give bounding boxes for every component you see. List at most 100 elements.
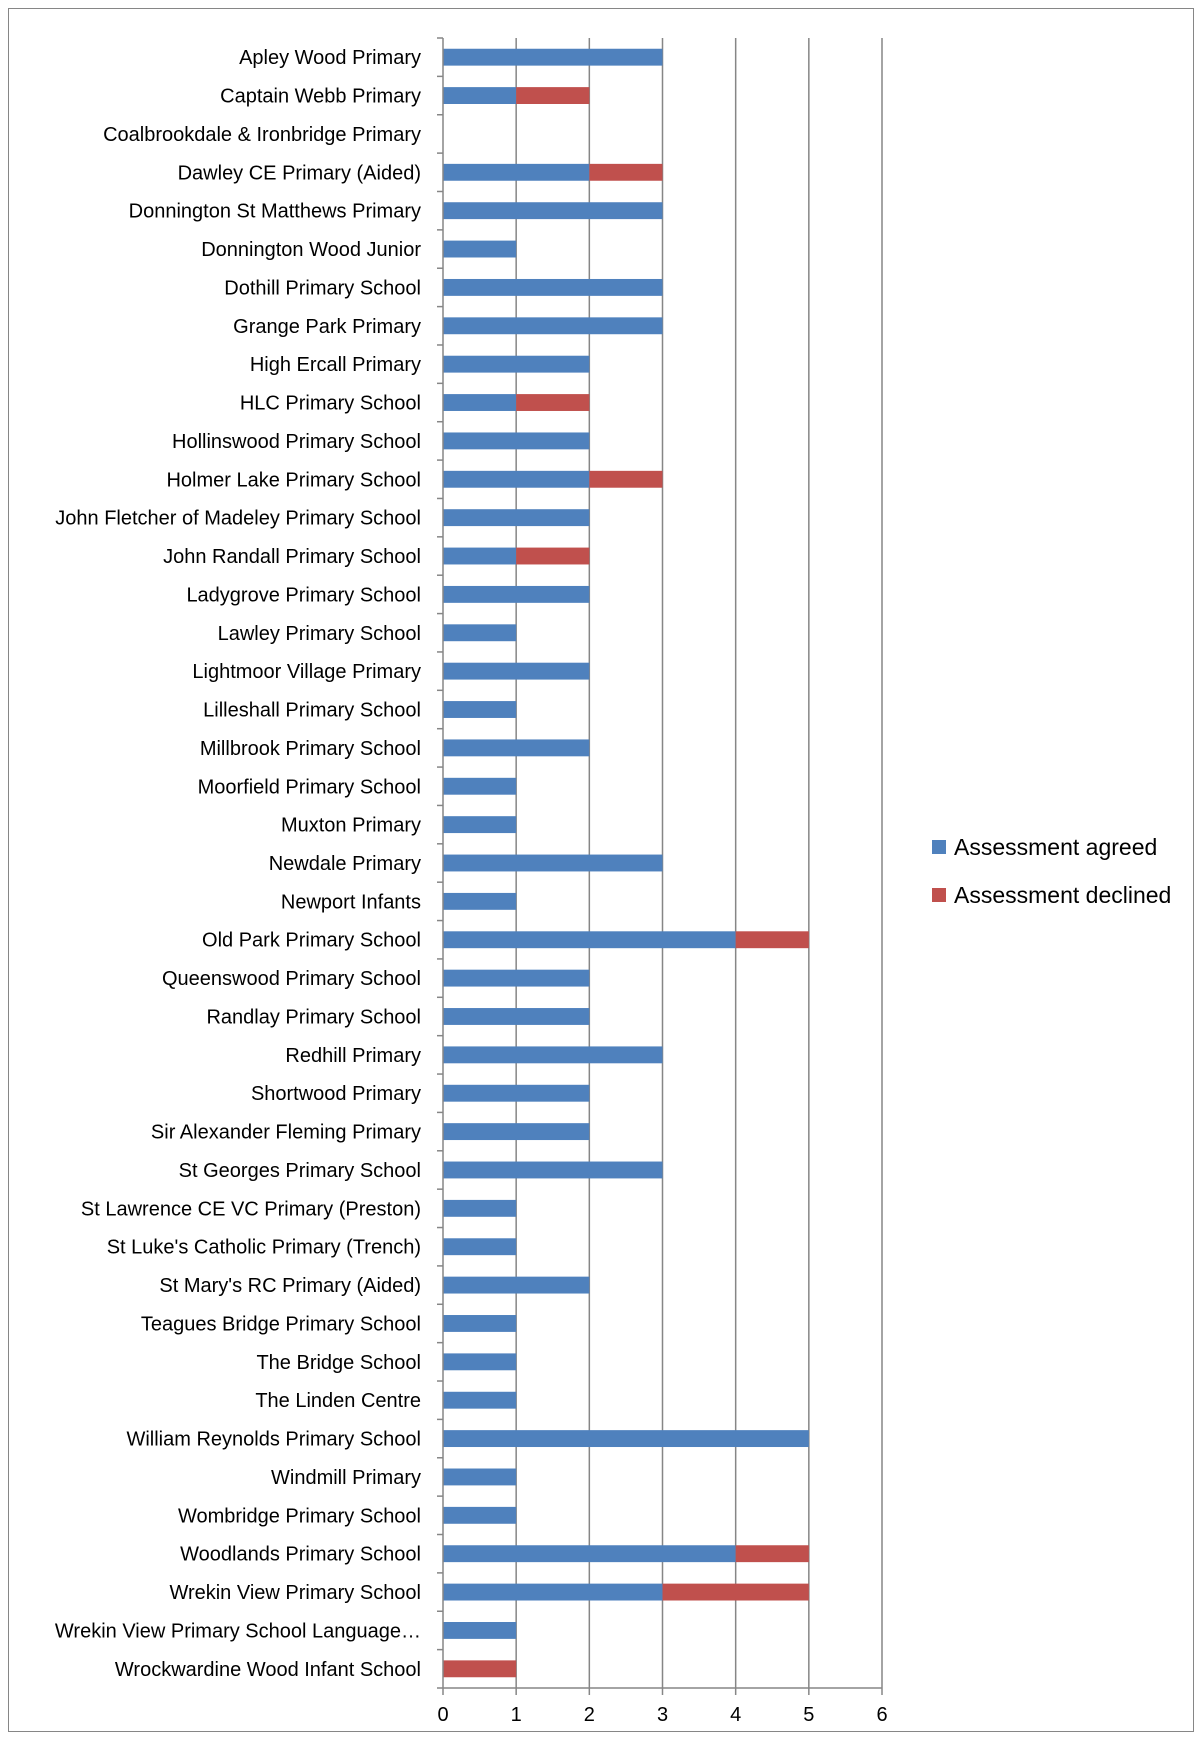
category-label: Newdale Primary bbox=[269, 853, 421, 875]
bar-agreed-37 bbox=[443, 1468, 517, 1486]
bar-agreed-34 bbox=[443, 1353, 517, 1371]
axes bbox=[437, 37, 883, 1695]
bar-agreed-11 bbox=[443, 470, 590, 488]
bar-agreed-32 bbox=[443, 1276, 590, 1294]
x-tick-label: 4 bbox=[730, 1704, 741, 1726]
bar-agreed-41 bbox=[443, 1622, 517, 1639]
category-label: Randlay Primary School bbox=[206, 1006, 421, 1028]
category-label: The Linden Centre bbox=[255, 1390, 421, 1412]
bar-agreed-36 bbox=[443, 1430, 809, 1448]
category-labels: Apley Wood Primary Captain Webb Primary Co… bbox=[55, 47, 421, 1681]
bar-agreed-29 bbox=[443, 1161, 663, 1179]
bar-agreed-28 bbox=[443, 1123, 590, 1141]
bar-declined-9 bbox=[516, 394, 590, 411]
bar-agreed-20 bbox=[443, 816, 517, 834]
category-label: Lilleshall Primary School bbox=[203, 700, 421, 722]
bar-agreed-39 bbox=[443, 1545, 736, 1563]
bar-declined-42 bbox=[443, 1660, 517, 1678]
category-label: William Reynolds Primary School bbox=[126, 1429, 421, 1451]
bar-declined-1 bbox=[516, 87, 590, 104]
category-label: Holmer Lake Primary School bbox=[166, 469, 421, 491]
bar-agreed-10 bbox=[443, 432, 590, 450]
category-label: Shortwood Primary bbox=[251, 1083, 421, 1105]
bar-declined-39 bbox=[735, 1545, 809, 1563]
category-label: Moorfield Primary School bbox=[198, 776, 421, 798]
category-label: Apley Wood Primary bbox=[239, 47, 421, 69]
bar-agreed-14 bbox=[443, 585, 590, 603]
bar-agreed-0 bbox=[443, 48, 663, 66]
category-label: Captain Webb Primary bbox=[220, 86, 421, 108]
bar-agreed-18 bbox=[443, 739, 590, 757]
category-label: Dothill Primary School bbox=[224, 277, 421, 299]
bar-agreed-24 bbox=[443, 969, 590, 987]
bar-agreed-4 bbox=[443, 202, 663, 220]
x-tick-label: 1 bbox=[511, 1704, 522, 1726]
x-tick-label: 6 bbox=[876, 1704, 887, 1726]
bar-declined-23 bbox=[735, 931, 809, 949]
bar-agreed-13 bbox=[443, 547, 517, 565]
bar-agreed-31 bbox=[443, 1238, 517, 1256]
category-label: The Bridge School bbox=[256, 1352, 421, 1374]
bar-agreed-12 bbox=[443, 509, 590, 527]
legend-label-agreed: Assessment agreed bbox=[954, 834, 1157, 860]
category-label: St Luke's Catholic Primary (Trench) bbox=[107, 1237, 421, 1259]
category-label: Hollinswood Primary School bbox=[172, 431, 421, 453]
bar-agreed-1 bbox=[443, 87, 517, 104]
bar-agreed-27 bbox=[443, 1084, 590, 1102]
grid-lines bbox=[515, 38, 883, 1688]
category-label: Dawley CE Primary (Aided) bbox=[178, 162, 421, 184]
bar-agreed-33 bbox=[443, 1315, 517, 1332]
category-label: HLC Primary School bbox=[240, 393, 421, 415]
category-label: Ladygrove Primary School bbox=[186, 584, 421, 606]
legend-swatch-agreed bbox=[932, 840, 946, 854]
category-label: Old Park Primary School bbox=[202, 930, 421, 952]
category-label: Redhill Primary bbox=[285, 1045, 421, 1067]
category-label: Donnington St Matthews Primary bbox=[129, 201, 421, 223]
bar-agreed-19 bbox=[443, 777, 517, 795]
bar-agreed-40 bbox=[443, 1583, 663, 1601]
x-tick-label: 0 bbox=[437, 1704, 448, 1726]
bar-declined-40 bbox=[662, 1583, 809, 1601]
category-label: Grange Park Primary bbox=[233, 316, 421, 338]
x-tick-label: 3 bbox=[657, 1704, 668, 1726]
category-label: Millbrook Primary School bbox=[200, 738, 421, 760]
category-label: Teagues Bridge Primary School bbox=[141, 1313, 421, 1335]
bar-declined-3 bbox=[589, 163, 663, 181]
category-label: Wombridge Primary School bbox=[178, 1505, 421, 1527]
category-label: Donnington Wood Junior bbox=[201, 239, 421, 261]
bar-agreed-21 bbox=[443, 854, 663, 872]
x-tick-label: 2 bbox=[584, 1704, 595, 1726]
bar-agreed-7 bbox=[443, 317, 663, 335]
category-label: Lawley Primary School bbox=[218, 623, 421, 645]
bar-agreed-5 bbox=[443, 240, 517, 258]
category-label: Wrekin View Primary School bbox=[169, 1582, 421, 1604]
bar-agreed-35 bbox=[443, 1391, 517, 1409]
bar-agreed-23 bbox=[443, 931, 736, 949]
category-label: Wrekin View Primary School Language… bbox=[55, 1620, 421, 1642]
category-label: St Mary's RC Primary (Aided) bbox=[159, 1275, 421, 1297]
bar-agreed-8 bbox=[443, 355, 590, 373]
category-label: Sir Alexander Fleming Primary bbox=[151, 1122, 421, 1144]
bar-agreed-25 bbox=[443, 1008, 590, 1025]
bar-agreed-16 bbox=[443, 662, 590, 680]
bar-declined-13 bbox=[516, 547, 590, 565]
category-label: Windmill Primary bbox=[271, 1467, 421, 1489]
category-label: St Georges Primary School bbox=[179, 1160, 421, 1182]
bar-agreed-22 bbox=[443, 892, 517, 910]
category-label: Newport Infants bbox=[281, 891, 421, 913]
legend-swatch-declined bbox=[932, 888, 946, 902]
category-label: Wrockwardine Wood Infant School bbox=[115, 1659, 421, 1681]
bar-agreed-17 bbox=[443, 701, 517, 718]
bar-declined-11 bbox=[589, 470, 663, 488]
x-tick-label: 5 bbox=[803, 1704, 814, 1726]
bar-agreed-26 bbox=[443, 1046, 663, 1064]
bar-agreed-30 bbox=[443, 1199, 517, 1217]
category-label: Woodlands Primary School bbox=[180, 1544, 421, 1566]
bar-agreed-6 bbox=[443, 278, 663, 296]
category-label: Coalbrookdale & Ironbridge Primary bbox=[103, 124, 421, 146]
bar-agreed-38 bbox=[443, 1506, 517, 1524]
category-label: Queenswood Primary School bbox=[162, 968, 421, 990]
category-label: John Randall Primary School bbox=[163, 546, 421, 568]
category-label: High Ercall Primary bbox=[250, 354, 421, 376]
